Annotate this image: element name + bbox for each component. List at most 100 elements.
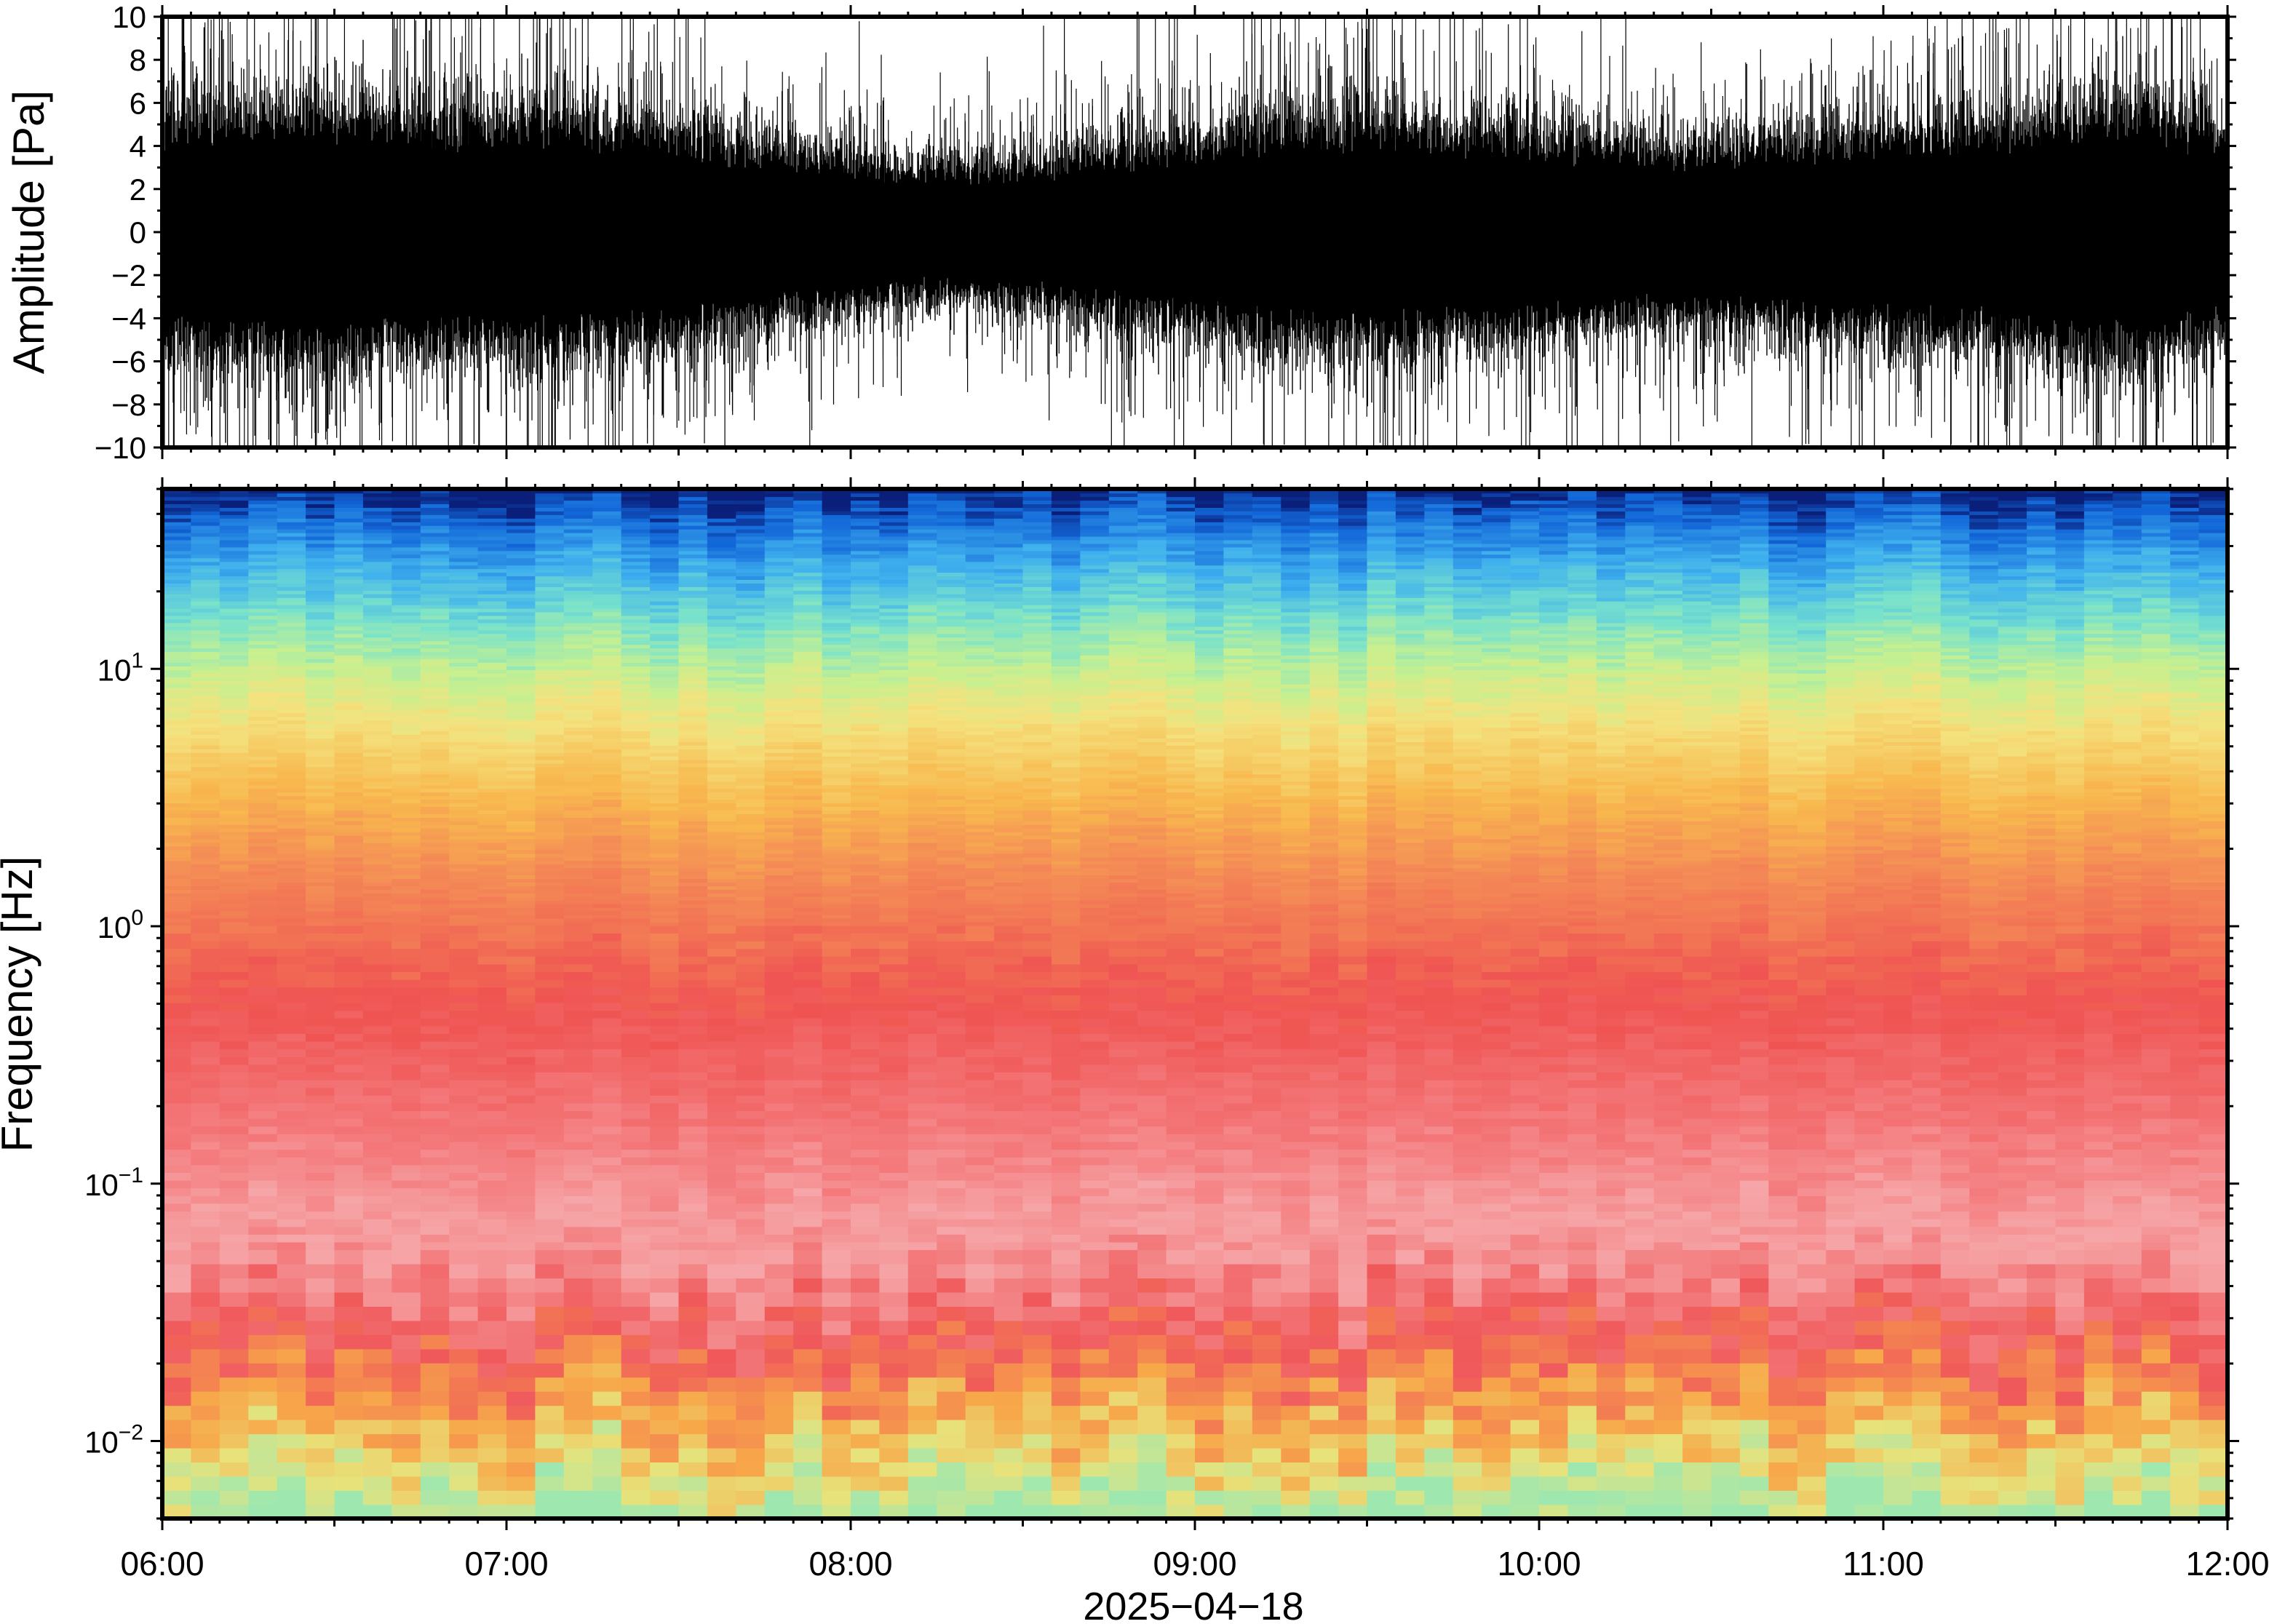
spectrogram-cell <box>621 514 651 519</box>
spectrogram-cell <box>764 611 794 616</box>
spectrogram-cell <box>449 536 479 541</box>
spectrogram-cell <box>219 918 249 923</box>
spectrogram-cell <box>678 1079 708 1088</box>
spectrogram-cell <box>392 817 421 821</box>
spectrogram-cell <box>477 1334 507 1350</box>
spectrogram-cell <box>535 987 565 995</box>
spectrogram-cell <box>506 615 536 620</box>
spectrogram-cell <box>707 1320 737 1335</box>
spectrogram-cell <box>162 611 192 616</box>
spectrogram-cell <box>650 1405 680 1420</box>
spectrogram-cell <box>277 903 306 908</box>
spectrogram-cell <box>420 1218 450 1227</box>
spectrogram-cell <box>678 987 708 995</box>
spectrogram-cell <box>477 1226 507 1235</box>
spectrogram-cell <box>191 792 220 797</box>
spectrogram-cell <box>678 741 708 746</box>
spectrogram-cell <box>191 597 220 602</box>
spectrogram-cell <box>707 507 737 512</box>
spectrogram-cell <box>851 694 881 699</box>
spectrogram-cell <box>420 860 450 865</box>
spectrogram-cell <box>678 629 708 634</box>
spectrogram-cell <box>650 921 680 926</box>
spectrogram-cell <box>793 705 823 710</box>
spectrogram-cell <box>477 738 507 742</box>
spectrogram-cell <box>162 799 192 804</box>
spectrogram-cell <box>535 727 565 731</box>
spectrogram-cell <box>477 637 507 642</box>
spectrogram-cell <box>592 1164 622 1173</box>
spectrogram-cell <box>362 824 393 829</box>
spectrogram-cell <box>822 1211 851 1219</box>
spectrogram-cell <box>535 572 565 577</box>
spectrogram-cell <box>793 1249 823 1265</box>
spectrogram-cell <box>879 680 909 685</box>
spectrogram-cell <box>764 867 794 872</box>
spectrogram-cell <box>191 1348 220 1364</box>
spectrogram-cell <box>420 640 450 645</box>
spectrogram-cell <box>563 586 593 591</box>
spectrogram-cell <box>563 1419 593 1435</box>
spectrogram-cell <box>449 1179 479 1189</box>
spectrogram-cell <box>592 738 622 742</box>
spectrogram-cell <box>306 803 335 807</box>
spectrogram-cell <box>650 579 680 584</box>
spectrogram-cell <box>219 503 249 508</box>
spectrogram-cell <box>392 1348 421 1364</box>
spectrogram-cell <box>879 1334 909 1350</box>
spectrogram-cell <box>764 507 794 512</box>
spectrogram-cell <box>592 741 622 746</box>
spectrogram-cell <box>334 572 364 577</box>
spectrogram-cell <box>334 536 364 541</box>
spectrogram-cell <box>392 1187 421 1196</box>
spectrogram-cell <box>219 493 249 498</box>
spectrogram-cell <box>851 676 881 681</box>
spectrogram-cell <box>535 763 565 768</box>
spectrogram-cell <box>707 731 737 735</box>
spectrogram-cell <box>851 1334 881 1350</box>
spectrogram-cell <box>563 799 593 804</box>
spectrogram-cell <box>277 781 306 786</box>
spectrogram-cell <box>248 712 278 717</box>
spectrogram-cell <box>449 788 479 793</box>
spectrogram-cell <box>277 698 306 703</box>
spectrogram-cell <box>162 773 192 779</box>
spectrogram-cell <box>851 831 881 836</box>
spectrogram-cell <box>219 899 249 904</box>
spectrogram-cell <box>219 856 249 861</box>
spectrogram-cell <box>764 615 794 620</box>
spectrogram-cell <box>162 525 192 530</box>
spectrogram-cell <box>678 748 708 753</box>
spectrogram-cell <box>535 899 565 904</box>
spectrogram-cell <box>621 1102 651 1112</box>
spectrogram-cell <box>563 727 593 731</box>
spectrogram-cell <box>449 608 479 613</box>
spectrogram-cell <box>277 694 306 699</box>
spectrogram-cell <box>592 956 622 965</box>
spectrogram-cell <box>248 871 278 876</box>
spectrogram-cell <box>851 1033 881 1042</box>
spectrogram-cell <box>248 1002 278 1011</box>
spectrogram-cell <box>162 594 192 598</box>
spectrogram-cell <box>793 716 823 721</box>
spectrogram-cell <box>477 921 507 926</box>
spectrogram-cell <box>392 759 421 764</box>
spectrogram-cell <box>219 561 249 566</box>
spectrogram-cell <box>822 995 851 1003</box>
spectrogram-cell <box>449 1072 479 1080</box>
spectrogram-cell <box>191 903 220 908</box>
spectrogram-cell <box>621 940 651 950</box>
spectrogram-cell <box>306 521 335 526</box>
spectrogram-cell <box>851 590 881 594</box>
spectrogram-cell <box>506 1087 536 1096</box>
spectrogram-cell <box>449 752 479 757</box>
spectrogram-cell <box>736 741 766 746</box>
spectrogram-cell <box>362 921 393 926</box>
spectrogram-cell <box>477 1010 507 1019</box>
spectrogram-cell <box>277 770 306 775</box>
spectrogram-cell <box>477 1405 507 1420</box>
spectrogram-cell <box>822 496 851 501</box>
spectrogram-cell <box>851 1291 881 1307</box>
spectrogram-cell <box>621 979 651 988</box>
spectrogram-cell <box>248 1241 278 1251</box>
